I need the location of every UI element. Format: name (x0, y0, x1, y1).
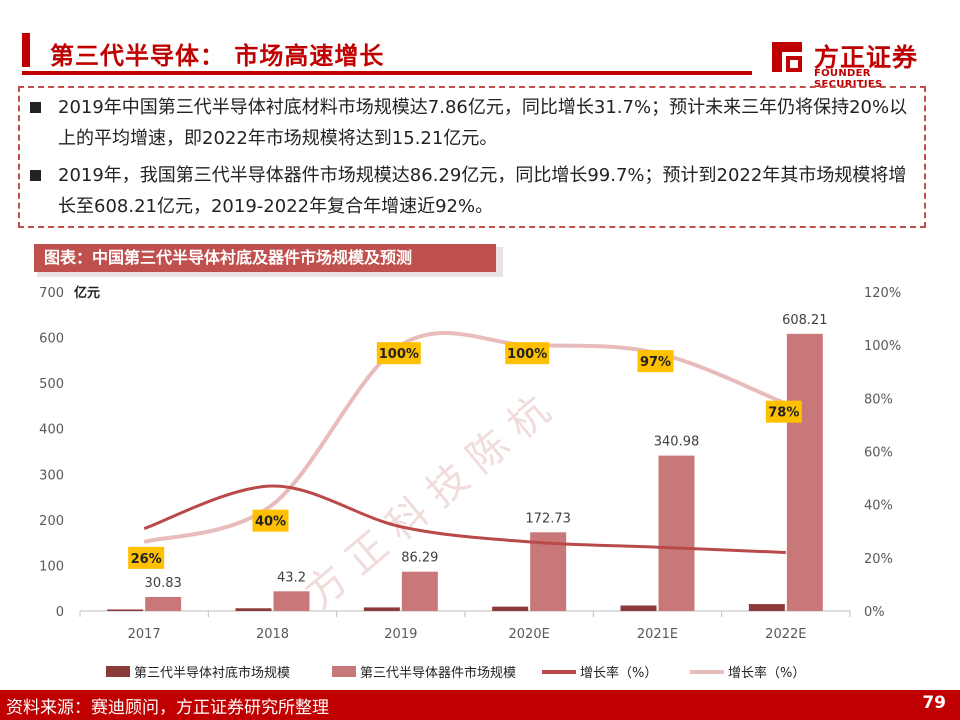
bar (530, 532, 567, 611)
growth-label-box (765, 400, 802, 423)
y-axis-tick-label: 100 (39, 559, 64, 574)
y-axis-tick-label: 700 (39, 286, 64, 301)
bar-data-label: 608.21 (782, 313, 828, 328)
bar-data-label: 340.98 (654, 435, 700, 450)
y-axis-tick-label: 500 (39, 377, 64, 392)
summary-bullet-text: 2019年中国第三代半导体衬底材料市场规模达7.86亿元，同比增长31.7%；预… (58, 97, 908, 149)
summary-bullet: 2019年，我国第三代半导体器件市场规模达86.29亿元，同比增长99.7%；预… (30, 160, 910, 222)
x-axis-tick-label: 2019 (384, 627, 417, 642)
founder-securities-logo: 方正证券 FOUNDER SECURITIES (768, 36, 938, 90)
growth-data-label: 97% (640, 355, 671, 370)
bar-data-label: 30.83 (145, 576, 182, 591)
footer-bar: 资料来源：赛迪顾问，方正证券研究所整理 79 (0, 690, 960, 720)
legend-label: 增长率（%） (580, 665, 657, 681)
y-axis-unit-label: 亿元 (74, 285, 100, 301)
bar-data-label: 43.2 (277, 570, 306, 585)
bar (658, 455, 695, 611)
bar (492, 606, 529, 611)
bar (620, 605, 657, 611)
founder-logo-icon (772, 42, 802, 72)
growth-data-label: 100% (507, 347, 547, 362)
page-title: 第三代半导体： 市场高速增长 (50, 42, 385, 70)
y2-axis-tick-label: 20% (864, 552, 893, 567)
legend-label: 第三代半导体器件市场规模 (360, 665, 516, 681)
growth-label-box (376, 342, 421, 365)
growth-rate-line (143, 484, 786, 555)
bar (401, 571, 438, 611)
legend-swatch (332, 666, 356, 677)
legend-label: 增长率（%） (728, 665, 805, 681)
bullet-square-icon (30, 170, 41, 181)
legend-swatch (106, 666, 130, 677)
bar (273, 591, 310, 611)
y-axis-tick-label: 400 (39, 423, 64, 438)
growth-data-label: 78% (768, 406, 799, 421)
growth-data-label: 100% (379, 347, 419, 362)
growth-label-box (252, 509, 289, 532)
y2-axis-tick-label: 0% (864, 605, 885, 620)
growth-label-box (637, 350, 674, 373)
logo-text-en: FOUNDER SECURITIES (814, 68, 883, 90)
y-axis-tick-label: 300 (39, 468, 64, 483)
growth-label-box (505, 342, 550, 365)
growth-label-box (128, 546, 165, 569)
y2-axis-tick-label: 100% (864, 339, 901, 354)
bullet-square-icon (30, 102, 41, 113)
bar (786, 333, 823, 611)
x-axis-tick-label: 2021E (637, 627, 678, 642)
y2-axis-tick-label: 120% (864, 286, 901, 301)
bar (107, 609, 144, 611)
source-note: 资料来源：赛迪顾问，方正证券研究所整理 (6, 698, 329, 718)
summary-box: 2019年中国第三代半导体衬底材料市场规模达7.86亿元，同比增长31.7%；预… (18, 86, 926, 228)
growth-data-label: 40% (255, 515, 286, 530)
y2-axis-tick-label: 40% (864, 499, 893, 514)
x-axis-tick-label: 2018 (256, 627, 289, 642)
bar (145, 596, 182, 611)
figure-caption: 图表：中国第三代半导体衬底及器件市场规模及预测 (34, 244, 496, 272)
y2-axis-tick-label: 60% (864, 446, 893, 461)
bar (235, 608, 272, 611)
bar-data-label: 86.29 (401, 551, 438, 566)
x-axis-tick-label: 2022E (765, 627, 806, 642)
summary-bullet: 2019年中国第三代半导体衬底材料市场规模达7.86亿元，同比增长31.7%；预… (30, 92, 910, 154)
bar (363, 607, 400, 611)
legend-label: 第三代半导体衬底市场规模 (134, 665, 290, 681)
y-axis-tick-label: 600 (39, 332, 64, 347)
summary-bullet-text: 2019年，我国第三代半导体器件市场规模达86.29亿元，同比增长99.7%；预… (58, 165, 907, 217)
y2-axis-tick-label: 80% (864, 392, 893, 407)
logo-text-cn: 方正证券 (814, 43, 919, 72)
market-size-chart: 方 正 科 技 陈 杭 30.83 43.286.29172.73340.9860… (39, 285, 901, 681)
page-number: 79 (922, 693, 946, 713)
x-axis-tick-label: 2017 (128, 627, 161, 642)
bar (748, 604, 785, 611)
bar-data-label: 172.73 (525, 511, 571, 526)
y-axis-tick-label: 200 (39, 514, 64, 529)
x-axis-tick-label: 2020E (509, 627, 550, 642)
growth-data-label: 26% (131, 552, 162, 567)
title-underline (22, 71, 752, 75)
title-accent-bar (22, 33, 30, 67)
y-axis-tick-label: 0 (56, 605, 64, 620)
